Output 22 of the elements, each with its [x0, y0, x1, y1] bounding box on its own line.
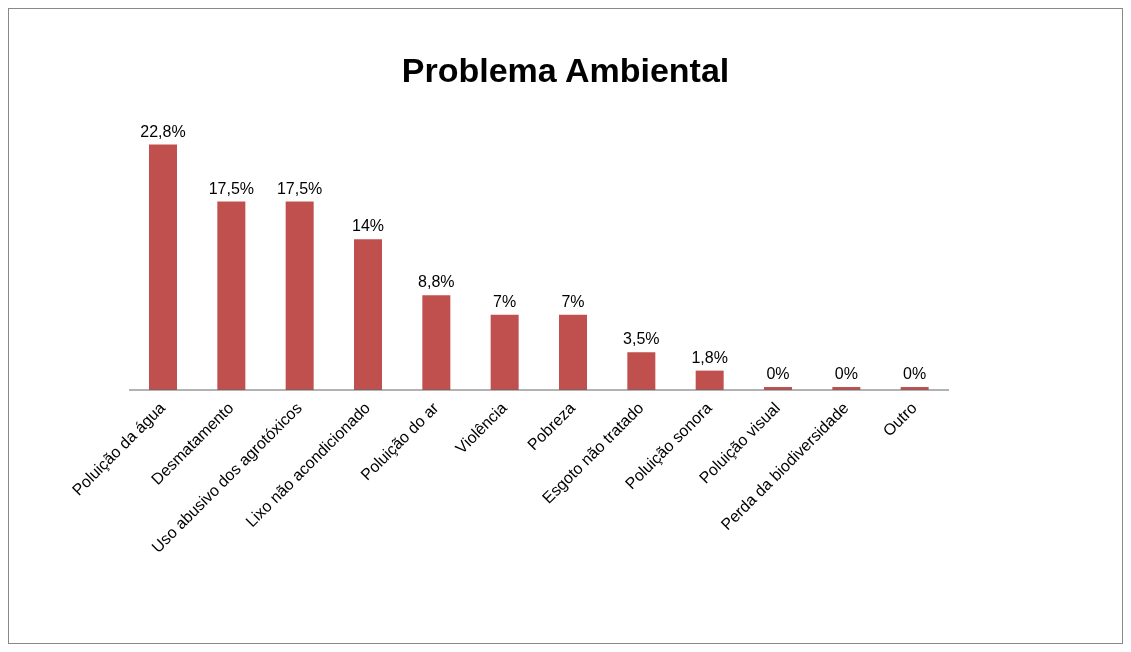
- bar: [354, 239, 382, 390]
- data-label: 17,5%: [276, 179, 323, 197]
- bar: [559, 314, 587, 390]
- data-label: 7%: [561, 292, 585, 310]
- data-label: 0%: [903, 365, 927, 382]
- data-label: 0%: [834, 365, 858, 382]
- chart-title: Problema Ambiental: [400, 51, 731, 90]
- bar: [490, 314, 519, 390]
- bar: [217, 201, 246, 390]
- bar: [149, 144, 177, 390]
- bar: [285, 201, 314, 390]
- data-label: 1,8%: [691, 348, 728, 366]
- bar: [695, 370, 724, 390]
- data-label: 14%: [351, 217, 385, 235]
- data-label: 0%: [766, 365, 790, 382]
- bar: [627, 352, 656, 390]
- data-label: 17,5%: [208, 179, 255, 197]
- data-label: 3,5%: [623, 330, 660, 348]
- data-label: 22,8%: [140, 122, 186, 140]
- bar: [422, 295, 451, 390]
- data-label: 7%: [493, 292, 517, 310]
- data-label: 8,8%: [418, 273, 455, 291]
